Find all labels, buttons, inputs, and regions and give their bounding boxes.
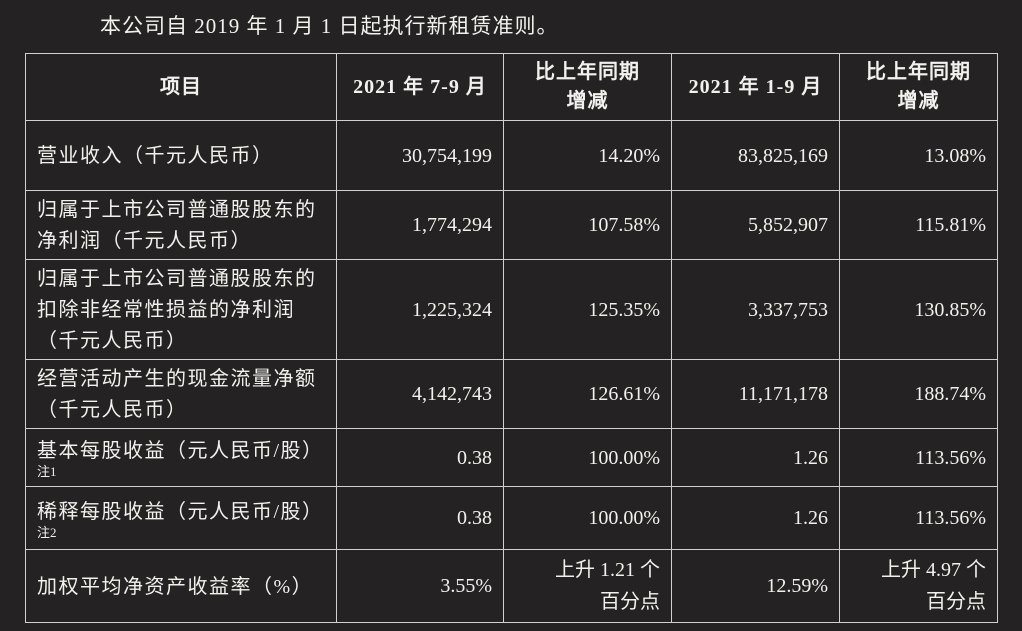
quarter-yoy-change-value: 126.61%: [503, 359, 672, 430]
ytd-yoy-change-value: 13.08%: [839, 120, 998, 192]
item-cell: 经营活动产生的现金流量净额 （千元人民币）: [25, 359, 337, 430]
current-quarter-value: 30,754,199: [336, 120, 504, 192]
table-row: 经营活动产生的现金流量净额 （千元人民币） 4,142,743 126.61% …: [25, 359, 998, 430]
header-row: 项目 2021 年 7-9 月 比上年同期 增减 2021 年 1-9 月 比上…: [25, 53, 998, 122]
year-to-date-value: 11,171,178: [671, 359, 840, 430]
item-note: 注2: [37, 524, 57, 540]
table-row: 营业收入（千元人民币） 30,754,199 14.20% 83,825,169…: [25, 120, 998, 192]
quarter-yoy-change-value: 125.35%: [503, 259, 672, 361]
year-to-date-value: 83,825,169: [671, 120, 840, 192]
item-cell: 归属于上市公司普通股股东的 扣除非经常性损益的净利润 （千元人民币）: [25, 259, 337, 361]
ytd-yoy-change-value: 113.56%: [839, 428, 998, 488]
item-label: 加权平均净资产收益率（%）: [37, 575, 314, 598]
header-year-to-date: 2021 年 1-9 月: [671, 53, 840, 122]
table-body: 营业收入（千元人民币） 30,754,199 14.20% 83,825,169…: [25, 120, 998, 624]
item-label: 归属于上市公司普通股股东的 扣除非经常性损益的净利润 （千元人民币）: [37, 268, 317, 353]
item-cell: 归属于上市公司普通股股东的 净利润（千元人民币）: [25, 190, 337, 261]
quarter-yoy-change-value: 14.20%: [503, 120, 672, 192]
quarter-yoy-change-value: 100.00%: [503, 428, 672, 488]
ytd-yoy-change-value: 115.81%: [839, 190, 998, 261]
quarter-yoy-change-value: 100.00%: [503, 486, 672, 551]
table-row: 基本每股收益（元人民币/股） 注1 0.38 100.00% 1.26 113.…: [25, 428, 998, 488]
table-row: 加权平均净资产收益率（%） 3.55% 上升 1.21 个 百分点 12.59%…: [25, 549, 998, 624]
header-current-quarter: 2021 年 7-9 月: [336, 53, 504, 122]
current-quarter-value: 0.38: [336, 428, 504, 488]
item-cell: 基本每股收益（元人民币/股） 注1: [25, 428, 337, 488]
current-quarter-value: 1,774,294: [336, 190, 504, 261]
item-label: 稀释每股收益（元人民币/股）: [37, 500, 324, 523]
header-ytd-yoy-change: 比上年同期 增减: [839, 53, 998, 122]
current-quarter-value: 4,142,743: [336, 359, 504, 430]
ytd-yoy-change-value: 130.85%: [839, 259, 998, 361]
item-label: 基本每股收益（元人民币/股）: [37, 440, 324, 463]
ytd-yoy-change-value: 上升 4.97 个 百分点: [839, 549, 998, 624]
current-quarter-value: 1,225,324: [336, 259, 504, 361]
ytd-yoy-change-value: 188.74%: [839, 359, 998, 430]
quarter-yoy-change-value: 上升 1.21 个 百分点: [503, 549, 672, 624]
year-to-date-value: 12.59%: [671, 549, 840, 624]
table-row: 稀释每股收益（元人民币/股） 注2 0.38 100.00% 1.26 113.…: [25, 486, 998, 551]
table-header: 项目 2021 年 7-9 月 比上年同期 增减 2021 年 1-9 月 比上…: [25, 53, 998, 122]
item-cell: 加权平均净资产收益率（%）: [25, 549, 337, 624]
year-to-date-value: 1.26: [671, 486, 840, 551]
financial-summary-table: 项目 2021 年 7-9 月 比上年同期 增减 2021 年 1-9 月 比上…: [25, 53, 998, 624]
item-cell: 营业收入（千元人民币）: [25, 120, 337, 192]
table-row: 归属于上市公司普通股股东的 扣除非经常性损益的净利润 （千元人民币） 1,225…: [25, 259, 998, 361]
current-quarter-value: 0.38: [336, 486, 504, 551]
year-to-date-value: 1.26: [671, 428, 840, 488]
intro-statement: 本公司自 2019 年 1 月 1 日起执行新租赁准则。: [100, 14, 559, 38]
item-label: 归属于上市公司普通股股东的 净利润（千元人民币）: [37, 199, 317, 253]
ytd-yoy-change-value: 113.56%: [839, 486, 998, 551]
year-to-date-value: 5,852,907: [671, 190, 840, 261]
table-row: 归属于上市公司普通股股东的 净利润（千元人民币） 1,774,294 107.5…: [25, 190, 998, 261]
item-label: 营业收入（千元人民币）: [37, 145, 274, 168]
item-note: 注1: [37, 464, 57, 480]
quarter-yoy-change-value: 107.58%: [503, 190, 672, 261]
header-item: 项目: [25, 53, 337, 122]
current-quarter-value: 3.55%: [336, 549, 504, 624]
report-page: { "page": { "intro_text": "本公司自 2019 年 1…: [0, 13, 1022, 631]
item-cell: 稀释每股收益（元人民币/股） 注2: [25, 486, 337, 551]
header-quarter-yoy-change: 比上年同期 增减: [503, 53, 672, 122]
year-to-date-value: 3,337,753: [671, 259, 840, 361]
item-label: 经营活动产生的现金流量净额 （千元人民币）: [37, 368, 317, 422]
